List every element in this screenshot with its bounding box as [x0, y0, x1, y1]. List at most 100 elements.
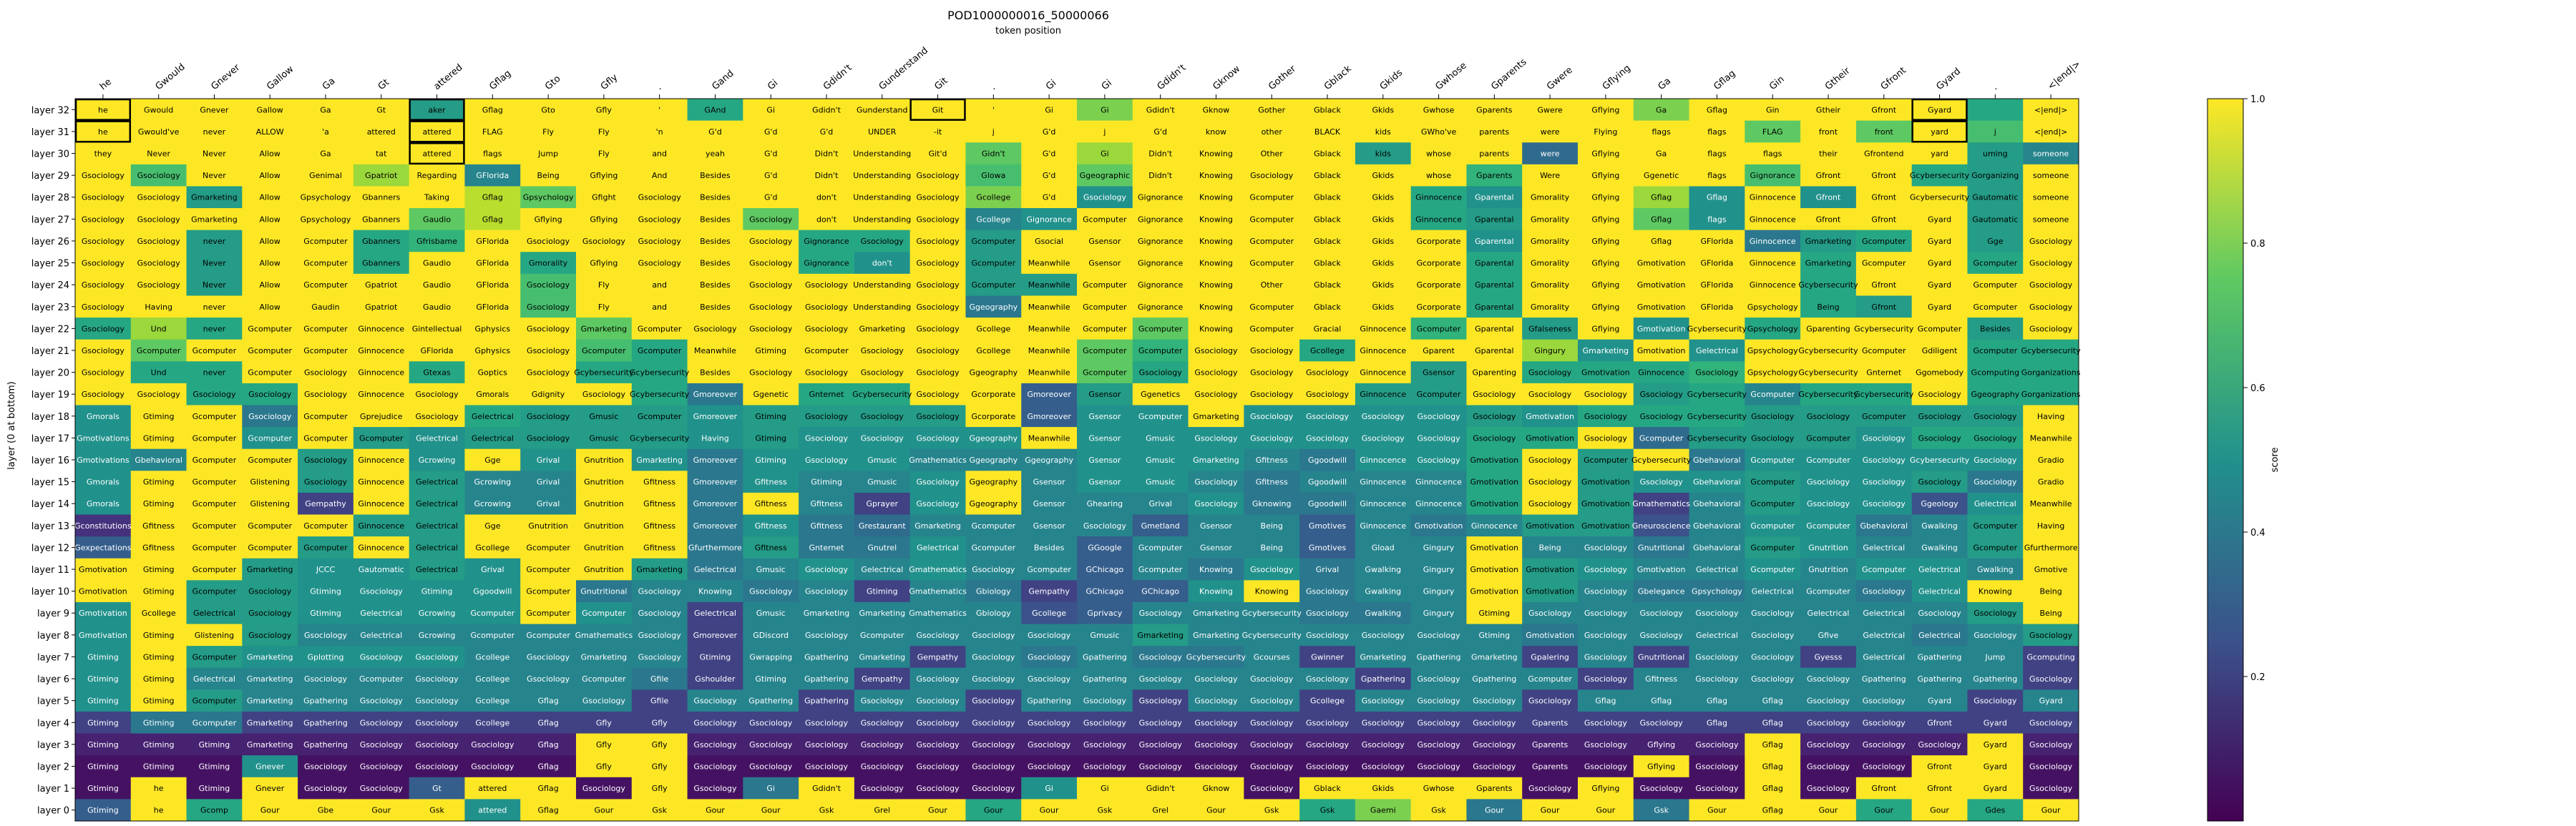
heatmap-cell-label: Gblack — [1314, 193, 1341, 202]
heatmap-cell-label: Gcomputer — [1862, 237, 1906, 246]
heatmap-cell — [298, 295, 354, 318]
heatmap-cell-label: Gfly — [652, 762, 668, 771]
heatmap-cell — [186, 383, 243, 405]
heatmap-cell — [1800, 318, 1857, 340]
heatmap-cell — [1299, 295, 1356, 318]
heatmap-cell-label: Gsociology — [1362, 631, 1405, 640]
heatmap-cell-label: Ginnocence — [1360, 521, 1406, 531]
heatmap-cell-label: Gsociology — [861, 740, 904, 749]
heatmap-cell-label: Gcourses — [1254, 652, 1290, 662]
heatmap-cell-label: Ginnocence — [1750, 259, 1796, 268]
y-tick-label: layer 10 — [31, 587, 69, 598]
heatmap-cell-label: Gsociology — [917, 259, 960, 268]
heatmap-cell-label: Gcollege — [976, 346, 1010, 355]
heatmap-cell-label: Gflag — [538, 762, 559, 771]
heatmap-cell-label: Gsociology — [1194, 740, 1238, 749]
heatmap-cell — [409, 273, 465, 296]
heatmap-cell — [965, 448, 1022, 471]
heatmap-cell — [687, 427, 743, 450]
chart-subtitle: token position — [995, 26, 1061, 36]
heatmap-cell-label: tat — [376, 149, 387, 159]
heatmap-cell — [854, 405, 911, 428]
heatmap-cell-label: Gprayer — [866, 499, 898, 508]
heatmap-cell — [298, 273, 354, 296]
heatmap-cell-label: Ginnocence — [1750, 237, 1796, 246]
heatmap-cell-label: Meanwhile — [1028, 280, 1070, 290]
heatmap-cell-label: someone — [2033, 149, 2069, 159]
heatmap-cell — [353, 318, 410, 340]
heatmap-cell-label: Gbe — [318, 806, 334, 815]
heatmap-cell-label: Gsociology — [805, 718, 849, 727]
x-tick-label: Gnever — [209, 62, 242, 92]
heatmap-cell-label: Gmotivation — [1526, 433, 1574, 443]
heatmap-cell-label: Gour — [260, 806, 280, 815]
heatmap-cell — [743, 186, 799, 209]
heatmap-cell-label: Gour — [1541, 806, 1560, 815]
heatmap-cell-label: Gmarketing — [1583, 346, 1629, 355]
heatmap-cell — [1522, 273, 1579, 296]
heatmap-cell-label: Gautomatic — [1972, 215, 2018, 224]
heatmap-cell — [1911, 448, 1968, 471]
heatmap-cell-label: Gmusic — [1090, 631, 1119, 640]
heatmap-cell-label: Gcomputer — [303, 346, 348, 355]
heatmap-cell — [854, 318, 911, 340]
heatmap-cell — [2023, 273, 2079, 296]
heatmap-cell — [1911, 405, 1968, 428]
heatmap-cell — [1355, 230, 1412, 252]
heatmap-cell-label: Gmarketing — [247, 697, 293, 706]
heatmap-cell-label: G'd — [708, 127, 722, 137]
heatmap-cell — [1410, 318, 1467, 340]
heatmap-cell-label: Gsociology — [1640, 631, 1684, 640]
heatmap-cell-label: Gsociology — [1528, 609, 1572, 618]
heatmap-cell — [1633, 295, 1690, 318]
heatmap-cell — [186, 448, 243, 471]
heatmap-cell — [576, 186, 633, 209]
heatmap-cell — [1188, 448, 1244, 471]
heatmap-cell-label: Gsociology — [1028, 740, 1071, 749]
heatmap-cell-label: Gcomputer — [526, 543, 570, 552]
heatmap-cell — [75, 230, 132, 252]
heatmap-cell-label: Gcomputer — [1584, 456, 1628, 465]
heatmap-cell — [1967, 120, 2024, 143]
heatmap-cell — [130, 448, 187, 471]
heatmap-cell-label: Gsociology — [1528, 368, 1572, 378]
heatmap-cell-label: Gsk — [1320, 806, 1335, 815]
heatmap-cell-label: Gcybersecurity — [630, 368, 690, 378]
heatmap-cell — [1578, 295, 1634, 318]
heatmap-cell — [186, 471, 243, 493]
heatmap-cell-label: Gsociology — [1640, 718, 1684, 727]
heatmap-cell — [1244, 120, 1300, 143]
heatmap-cell-label: Gfitness — [142, 521, 175, 531]
heatmap-cell-label: Gcomputer — [526, 587, 570, 596]
heatmap-cell — [1244, 186, 1300, 209]
heatmap-cell — [2023, 99, 2079, 122]
heatmap-cell — [1855, 186, 1913, 209]
heatmap-cell-label: Gcybersecurity — [1186, 652, 1246, 662]
heatmap-cell-label: Ginnocence — [358, 456, 404, 465]
heatmap-cell — [1299, 318, 1356, 340]
heatmap-cell-label: Gsociology — [1974, 478, 2017, 487]
x-tick-label: Gin — [1767, 74, 1786, 92]
heatmap-cell — [130, 230, 187, 252]
heatmap-cell-label: Gparenting — [1473, 368, 1517, 378]
heatmap-cell-label: Ginnocence — [1471, 521, 1518, 531]
heatmap-cell-label: Allow — [260, 259, 280, 268]
heatmap-cell-label: Gsociology — [1250, 697, 1294, 706]
heatmap-cell-label: Gsociology — [1584, 433, 1628, 443]
heatmap-cell-label: Gpathering — [804, 697, 849, 706]
heatmap-cell-label: Gsociology — [527, 652, 570, 662]
heatmap-cell — [743, 252, 799, 275]
heatmap-cell-label: Gcomputer — [248, 456, 292, 465]
heatmap-cell-label: Gnever — [255, 784, 285, 793]
heatmap-cell-label: Gpathering — [1862, 674, 1906, 684]
heatmap-cell-label: Gsociology — [471, 740, 514, 749]
heatmap-cell-label: Gsociology — [917, 280, 960, 290]
heatmap-cell-label: Grel — [874, 806, 890, 815]
heatmap-cell-label: Gsociology — [1528, 456, 1572, 465]
heatmap-cell — [1967, 295, 2024, 318]
heatmap-cell-label: Gpsychology — [1747, 368, 1798, 378]
heatmap-cell-label: Gsociology — [805, 631, 849, 640]
heatmap-cell-label: Gfitness — [755, 543, 787, 552]
heatmap-cell-label: Gradio — [2038, 478, 2064, 487]
heatmap-cell — [1244, 361, 1300, 384]
